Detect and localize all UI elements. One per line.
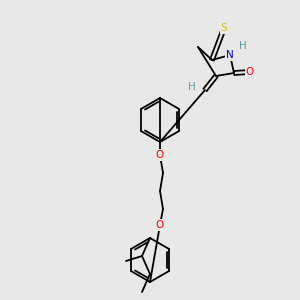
Text: H: H	[239, 41, 247, 51]
Text: H: H	[188, 82, 196, 92]
Text: O: O	[156, 220, 164, 230]
Text: O: O	[246, 67, 254, 77]
Text: S: S	[221, 23, 227, 33]
Text: O: O	[156, 150, 164, 160]
Text: N: N	[226, 50, 234, 60]
